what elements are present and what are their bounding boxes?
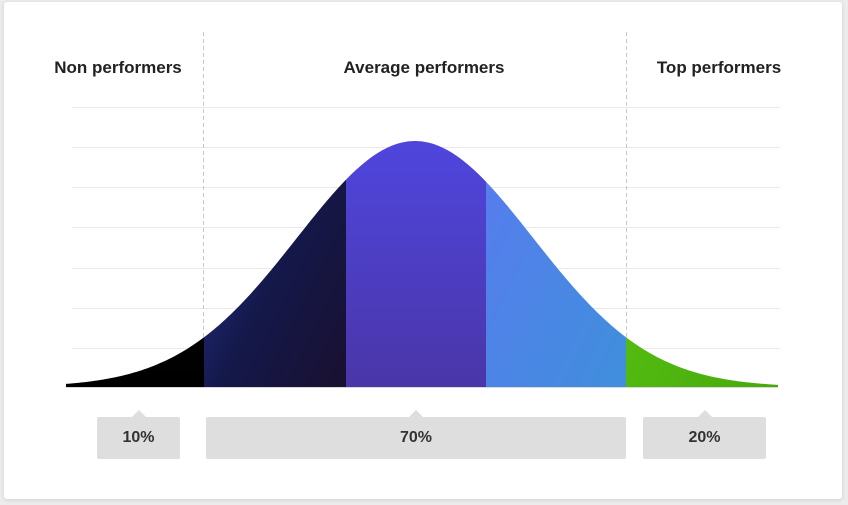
heading-non-performers: Non performers	[54, 58, 182, 77]
percentage-label-non-performers: 10%	[97, 410, 180, 459]
percentage-label-top-performers: 20%	[643, 410, 766, 459]
curve-areas	[66, 141, 778, 387]
percentage-label-average-performers: 70%	[206, 410, 626, 459]
area-average-performers-mid	[346, 141, 486, 387]
area-average-performers-high	[486, 141, 626, 387]
heading-top-performers: Top performers	[656, 58, 782, 77]
segment-dividers	[203, 32, 627, 387]
area-top-performers	[626, 141, 778, 387]
area-non-performers	[66, 141, 204, 387]
heading-average-performers: Average performers	[343, 58, 505, 77]
area-average-performers-low	[204, 141, 346, 387]
